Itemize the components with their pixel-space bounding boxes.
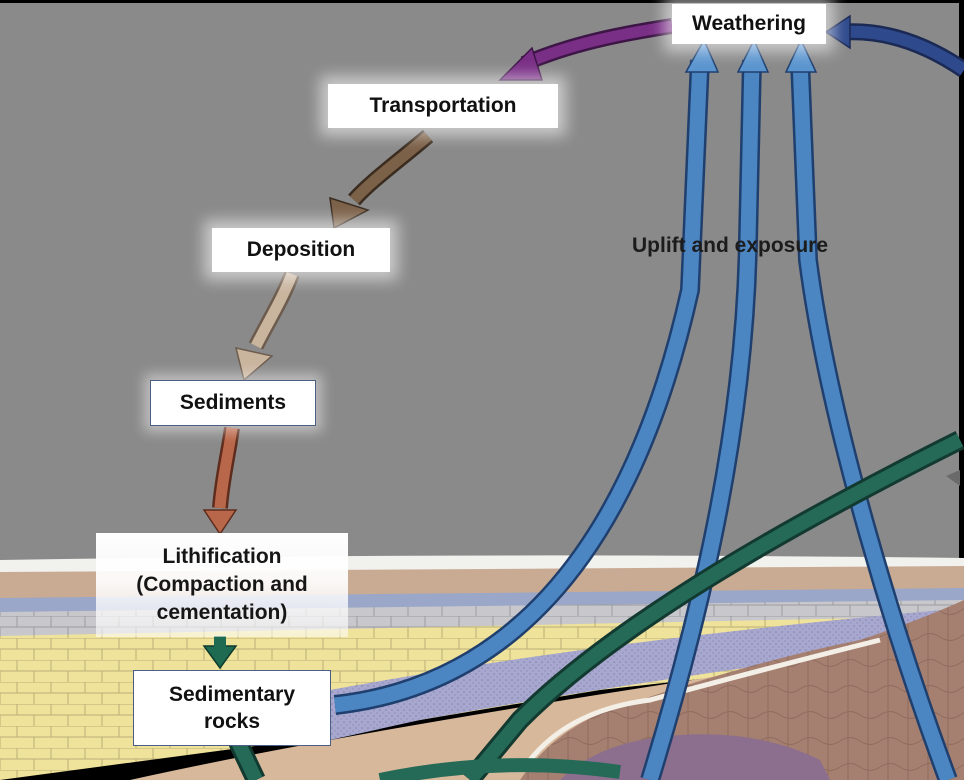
green-bottom-arc	[378, 758, 621, 780]
weathering-label: Weathering	[672, 4, 826, 44]
sedimentary-rocks-line-2: rocks	[203, 710, 261, 733]
arrow-sediments-to-lithification-fill	[214, 427, 238, 509]
lithification-label: Lithification (Compaction and cementatio…	[96, 533, 348, 637]
right-edge-gray-wedge	[946, 470, 960, 486]
right-black-strip	[959, 0, 964, 780]
sedimentary-rocks-line-1: Sedimentary	[168, 683, 296, 706]
transportation-text: Transportation	[369, 94, 517, 117]
arrowhead-sediments	[234, 347, 274, 382]
incoming-arrowhead	[824, 14, 851, 50]
incoming-arrow-fill	[843, 25, 964, 75]
uplift-arrowhead-right	[784, 38, 818, 73]
sedimentary-rocks-label: Sedimentary rocks	[133, 670, 331, 746]
layer-white-rim	[528, 637, 881, 762]
sediments-label: Sediments	[150, 380, 316, 426]
green-diagonal-arrow-fill	[464, 433, 964, 780]
sediments-text: Sediments	[179, 391, 287, 414]
lithification-line-1: Lithification	[162, 545, 282, 568]
green-arrow-from-rocks-fill	[231, 739, 263, 780]
arrow-transportation-to-deposition-fill	[349, 131, 432, 204]
top-black-strip	[0, 0, 964, 3]
arrowhead-deposition	[329, 196, 370, 230]
layer-igneous-purple	[560, 734, 830, 780]
arrow-lithification-to-rocks-shaft	[214, 636, 226, 648]
uplift-exposure-label: Uplift and exposure	[632, 234, 829, 257]
deposition-text: Deposition	[246, 238, 356, 261]
uplift-arrow-left-fill	[334, 59, 708, 713]
uplift-arrowhead-left	[684, 38, 720, 73]
deposition-label: Deposition	[212, 228, 390, 272]
arrowhead-transportation	[498, 46, 544, 81]
lithification-line-3: cementation)	[156, 601, 288, 624]
weathering-text: Weathering	[692, 12, 806, 35]
uplift-arrow-right-fill	[792, 59, 956, 780]
arrow-deposition-to-sediments-fill	[251, 272, 298, 349]
lithification-line-2: (Compaction and	[136, 573, 308, 596]
uplift-arrow-middle-fill	[642, 59, 760, 780]
uplift-arrowhead-middle	[736, 38, 770, 73]
layer-purple-shale-tex	[330, 608, 964, 740]
arrow-weathering-to-transportation-fill	[521, 20, 673, 70]
transportation-label: Transportation	[328, 84, 558, 128]
arrowhead-lithification	[202, 509, 238, 536]
